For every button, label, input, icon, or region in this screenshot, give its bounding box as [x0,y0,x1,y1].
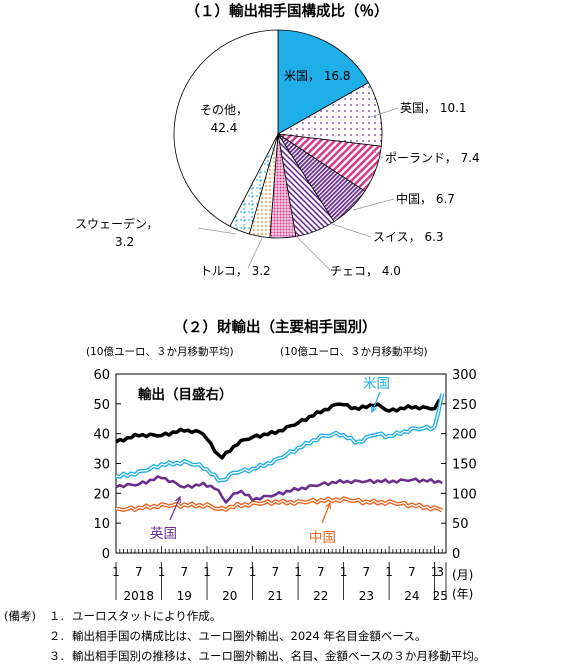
x-year-label: 24 [404,589,419,600]
y-tick-label-right: 100 [452,487,477,502]
series-line-inner [115,393,443,482]
y-tick-label-left: 0 [102,547,110,562]
pie-label: 英国， 10.1 [400,101,467,115]
note-number: １. [48,609,64,623]
pie-title: （１）輸出相手国構成比（％） [186,2,389,20]
y-tick-label-left: 30 [93,458,110,473]
ylabel-right: (10億ユーロ、３か月移動平均) [280,345,428,358]
x-month-label: 7 [135,565,143,579]
y-tick-label-right: 50 [452,517,469,532]
line-title: （２）財輸出（主要相手国別） [174,318,377,336]
pie-leader-line [352,198,395,211]
pie-leader-line [247,237,263,269]
y-tick-label-left: 60 [93,368,110,383]
pie-label: トルコ， 3.2 [200,264,271,278]
y-tick-label-left: 20 [93,487,110,502]
x-year-label: 2018 [123,589,154,600]
pie-label: 米国， 16.8 [284,69,351,83]
x-year-label: 20 [222,589,237,600]
x-month-label: 7 [408,565,416,579]
y-tick-label-right: 0 [452,547,460,562]
series-line [115,393,445,483]
note-text: ユーロスタットにより作成。 [72,609,222,623]
pie-leader-line [197,227,237,235]
pie-label: チェコ， 4.0 [330,264,401,278]
note-row-2: ２. 輸出相手国の構成比は、ユーロ圏外輸出、2024 年名目金額ベース。 [4,626,574,646]
y-tick-label-right: 300 [452,368,477,383]
x-unit-year: (年) [452,587,473,600]
note-text: 輸出相手国の構成比は、ユーロ圏外輸出、2024 年名目金額ベース。 [72,629,427,643]
x-unit-month: (月) [452,568,473,582]
series-annotation: 英国 [150,525,177,542]
y-tick-label-left: 40 [93,428,110,443]
x-month-label: 7 [226,565,234,579]
annotation-arrow [371,391,381,413]
note-row-3: ３. 輸出相手国別の推移は、ユーロ圏外輸出、名目、金額ベースの３か月移動平均。 [4,646,574,666]
note-text: 輸出相手国別の推移は、ユーロ圏外輸出、名目、金額ベースの３か月移動平均。 [72,649,486,663]
series-line [115,475,443,504]
y-tick-label-right: 200 [452,428,477,443]
pie-chart: 米国， 16.8 英国， 10.1 ポーランド， 7.4 中国， 6.7 スイス， 6.… [75,29,480,278]
y-tick-label-right: 150 [452,458,477,473]
x-month-label: 7 [363,565,371,579]
x-month-label: 7 [317,565,325,579]
note-row-1: (備考) １. ユーロスタットにより作成。 [4,606,574,626]
pie-label: 中国， 6.7 [396,191,455,206]
note-number: ２. [48,629,64,643]
pie-label: その他， [200,103,248,117]
note-number: ３. [48,649,64,663]
x-year-label: 19 [177,589,192,600]
pie-leader-line [331,223,372,238]
pie-slice [173,29,279,227]
pie-label: スイス， 6.3 [373,230,444,244]
annotation-arrowhead [370,405,377,414]
x-month-label: 7 [180,565,188,579]
x-year-label: 22 [313,589,328,600]
annotation-arrow [169,496,181,521]
pie-leader-line [367,107,399,119]
y-tick-label-left: 10 [93,517,110,532]
x-year-label: 23 [359,589,374,600]
pie-label: ポーランド， 7.4 [385,151,480,165]
notes-block: (備考) １. ユーロスタットにより作成。 ２. 輸出相手国の構成比は、ユーロ圏外輸出… [4,606,574,666]
notes-heading: (備考) [4,609,36,623]
pie-value-label: 42.4 [211,121,238,135]
figure-canvas: （１）輸出相手国構成比（％） 米国， 16.8 英国， 10.1 ポーランド， 7.… [75,2,480,600]
annotation-arrow [321,502,331,524]
x-month-label: 7 [271,565,279,579]
y-tick-label-right: 250 [452,398,477,413]
y-tick-label-left: 50 [93,398,110,413]
x-year-label: 21 [268,589,283,600]
ylabel-left: (10億ユーロ、３か月移動平均) [86,345,234,358]
x-year-label: 25 [433,589,448,600]
series-line [115,396,444,460]
annotation-arrowhead [175,495,181,504]
pie-value-label: 3.2 [115,235,134,249]
annotation-arrowhead [325,501,332,510]
series-annotation: 米国 [363,376,390,392]
pie-leader-line [295,235,331,271]
x-month-label: 3 [436,565,444,579]
pie-slice [277,29,369,135]
series-annotation: 輸出（目盛右） [138,386,233,403]
series-line-inner [115,497,443,512]
series-annotation: 中国 [309,530,336,546]
pie-leader-line [371,149,384,159]
pie-label: スウェーデン， [75,216,158,231]
